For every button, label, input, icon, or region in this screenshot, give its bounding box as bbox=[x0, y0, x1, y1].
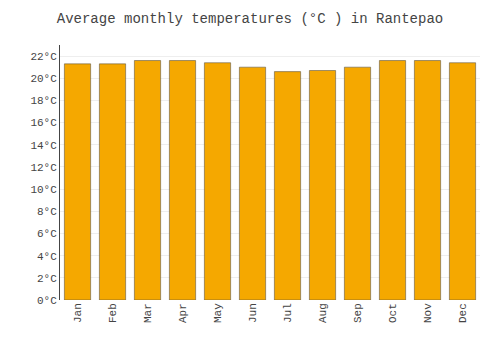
svg-text:2°C: 2°C bbox=[37, 273, 57, 285]
svg-text:Oct: Oct bbox=[387, 303, 399, 323]
svg-text:Mar: Mar bbox=[142, 303, 154, 323]
svg-text:20°C: 20°C bbox=[30, 73, 57, 85]
svg-text:Jun: Jun bbox=[247, 303, 259, 323]
svg-text:May: May bbox=[212, 303, 224, 323]
svg-text:Nov: Nov bbox=[422, 303, 434, 323]
svg-text:8°C: 8°C bbox=[37, 206, 57, 218]
svg-text:Sep: Sep bbox=[352, 303, 364, 323]
svg-text:22°C: 22°C bbox=[30, 51, 57, 63]
svg-text:10°C: 10°C bbox=[30, 184, 57, 196]
svg-text:Aug: Aug bbox=[317, 303, 329, 323]
svg-text:Dec: Dec bbox=[457, 303, 469, 323]
svg-text:Average monthly temperatures (: Average monthly temperatures (°C ) in Ra… bbox=[57, 11, 443, 27]
svg-text:14°C: 14°C bbox=[30, 140, 57, 152]
svg-text:12°C: 12°C bbox=[30, 162, 57, 174]
svg-text:6°C: 6°C bbox=[37, 228, 57, 240]
svg-text:Jan: Jan bbox=[72, 303, 84, 323]
svg-text:Feb: Feb bbox=[107, 303, 119, 323]
svg-text:Jul: Jul bbox=[282, 303, 294, 323]
svg-text:16°C: 16°C bbox=[30, 117, 57, 129]
svg-text:4°C: 4°C bbox=[37, 251, 57, 263]
svg-text:18°C: 18°C bbox=[30, 95, 57, 107]
svg-text:0°C: 0°C bbox=[37, 295, 57, 307]
svg-text:Apr: Apr bbox=[177, 303, 189, 323]
